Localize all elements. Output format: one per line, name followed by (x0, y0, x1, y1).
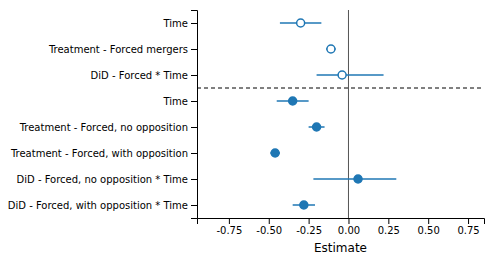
y-tick-label: DiD - Forced, no opposition * Time (17, 174, 188, 185)
y-tick-label: Treatment - Forced mergers (48, 44, 188, 55)
x-tick-label: 0.25 (378, 225, 400, 236)
x-tick: -0.50 (256, 218, 282, 236)
y-tick-mark (191, 101, 197, 102)
x-tick-label: 0.00 (338, 225, 360, 236)
y-tick: Treatment - Forced, with opposition (10, 148, 197, 159)
x-tick-mark (348, 218, 349, 224)
point (300, 201, 308, 209)
plot: -0.75 -0.50 -0.25 0.00 0.25 0.50 0.75 Time Treat… (8, 10, 485, 255)
x-tick-mark (428, 218, 429, 224)
x-tick-label: -0.25 (296, 225, 322, 236)
y-tick-mark (191, 49, 197, 50)
y-tick-label: Time (163, 96, 188, 107)
y-tick-label: Treatment - Forced, with opposition (10, 148, 188, 159)
reference-line (348, 10, 349, 218)
x-tick: -0.75 (216, 218, 242, 236)
y-tick-mark (191, 127, 197, 128)
x-tick-label: -0.50 (256, 225, 282, 236)
y-tick-mark (191, 23, 197, 24)
x-tick-label: -0.75 (216, 225, 242, 236)
point (327, 45, 335, 53)
separator (197, 88, 484, 89)
y-tick-mark (191, 153, 197, 154)
x-tick-label: 0.75 (457, 225, 479, 236)
y-axis: Time Treatment - Forced mergers DiD - Forc… (8, 11, 198, 219)
x-tick-mark (309, 218, 310, 224)
point (338, 71, 346, 79)
y-tick-label: Treatment - Forced, no opposition (19, 122, 188, 133)
x-tick: -0.25 (296, 218, 322, 236)
y-tick-label: DiD - Forced * Time (91, 70, 188, 81)
x-tick: 0.50 (418, 218, 440, 236)
y-tick: DiD - Forced, with opposition * Time (8, 200, 197, 211)
point (313, 123, 321, 131)
point (354, 175, 362, 183)
x-tick: 0.75 (457, 218, 479, 236)
y-tick-mark (191, 75, 197, 76)
y-tick: Time (163, 18, 197, 29)
y-tick: Treatment - Forced mergers (48, 44, 197, 55)
y-tick: Treatment - Forced, no opposition (19, 122, 197, 133)
marks (197, 10, 484, 218)
x-tick-mark (229, 218, 230, 224)
x-tick-mark (468, 218, 469, 224)
y-tick: DiD - Forced * Time (91, 70, 197, 81)
x-axis-line (198, 219, 485, 225)
y-axis-line (191, 11, 198, 219)
x-axis-title: Estimate (314, 241, 367, 255)
y-tick-mark (191, 179, 197, 180)
x-tick-label: 0.50 (418, 225, 440, 236)
x-tick-mark (388, 218, 389, 224)
y-tick: Time (163, 96, 197, 107)
y-tick-label: DiD - Forced, with opposition * Time (8, 200, 188, 211)
y-tick: DiD - Forced, no opposition * Time (17, 174, 197, 185)
x-tick: 0.25 (378, 218, 400, 236)
point (297, 19, 305, 27)
x-axis: -0.75 -0.50 -0.25 0.00 0.25 0.50 0.75 (198, 218, 485, 236)
error-bar (317, 74, 384, 76)
y-tick-mark (191, 205, 197, 206)
point (271, 149, 279, 157)
x-tick: 0.00 (338, 218, 360, 236)
chart: -0.75 -0.50 -0.25 0.00 0.25 0.50 0.75 Time Treat… (0, 0, 500, 260)
x-tick-mark (269, 218, 270, 224)
point (289, 97, 297, 105)
y-tick-label: Time (163, 18, 188, 29)
